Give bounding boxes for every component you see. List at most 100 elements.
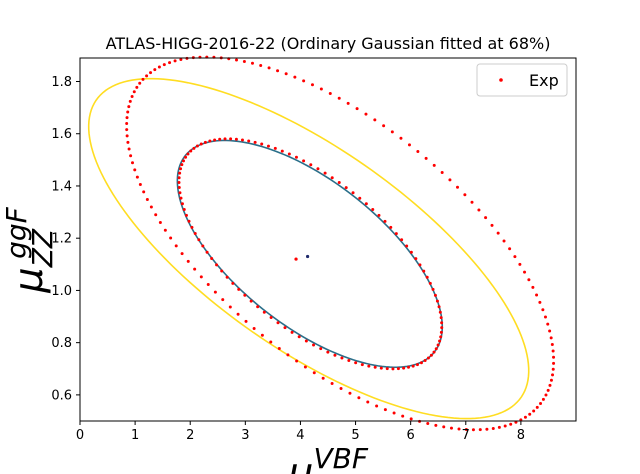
exp-point xyxy=(416,150,420,154)
exp-point xyxy=(302,159,306,163)
legend-marker-exp xyxy=(499,78,503,82)
exp-point xyxy=(543,315,547,319)
exp-point xyxy=(302,79,306,83)
exp-point xyxy=(551,367,555,371)
exp-point xyxy=(180,252,184,256)
exp-point xyxy=(333,353,337,357)
exp-point xyxy=(440,321,444,325)
exp-point xyxy=(419,361,423,365)
exp-point xyxy=(364,112,368,116)
exp-point xyxy=(187,219,191,223)
exp-point xyxy=(394,232,398,236)
exp-point xyxy=(373,365,377,369)
exp-point xyxy=(145,74,149,78)
fitted-center-point xyxy=(306,254,310,259)
x-tick-label: 5 xyxy=(351,428,359,443)
legend-label-exp: Exp xyxy=(529,71,559,90)
exp-point xyxy=(287,152,291,156)
exp-point xyxy=(280,149,284,153)
exp-point xyxy=(503,424,507,428)
exp-point xyxy=(190,225,194,229)
exp-point xyxy=(247,139,251,143)
exp-point xyxy=(269,316,273,320)
exp-point xyxy=(259,63,263,67)
exp-point xyxy=(240,138,244,142)
exp-point xyxy=(180,163,184,167)
x-tick-label: 4 xyxy=(296,428,304,443)
exp-point xyxy=(426,356,430,360)
exp-point xyxy=(407,365,411,369)
exp-point xyxy=(449,426,453,430)
exp-point xyxy=(409,417,413,421)
exp-point xyxy=(184,155,188,159)
x-tick-label: 3 xyxy=(241,428,249,443)
exp-point xyxy=(128,99,132,103)
exp-point xyxy=(256,305,260,309)
exp-point xyxy=(237,287,241,291)
exp-point xyxy=(541,397,545,401)
exp-point xyxy=(201,244,205,248)
exp-point xyxy=(509,422,513,426)
exp-point xyxy=(477,208,481,212)
exp-point xyxy=(425,275,429,279)
exp-point xyxy=(316,167,320,171)
exp-point xyxy=(205,250,209,254)
exp-point xyxy=(235,58,238,62)
exp-point xyxy=(337,96,341,100)
exp-point xyxy=(396,367,400,371)
exp-point xyxy=(138,81,142,85)
exp-point xyxy=(133,168,137,172)
exp-point xyxy=(438,339,442,343)
exp-point xyxy=(309,163,313,167)
exp-point xyxy=(340,356,344,360)
exp-point xyxy=(125,134,129,138)
exp-point xyxy=(434,423,438,427)
exp-point xyxy=(405,244,409,248)
exp-point xyxy=(125,122,129,126)
exp-point xyxy=(433,293,437,297)
exp-point xyxy=(221,298,225,302)
exp-point xyxy=(485,427,489,431)
exp-point xyxy=(127,105,131,109)
exp-point xyxy=(253,140,257,144)
exp-point xyxy=(192,146,196,150)
exp-point xyxy=(293,75,297,79)
ellipse-layer xyxy=(87,77,530,420)
exp-point xyxy=(400,238,404,242)
exp-point xyxy=(141,77,145,81)
exp-point xyxy=(208,139,212,143)
exp-point xyxy=(294,155,298,159)
exp-point xyxy=(383,219,387,223)
exp-point xyxy=(508,247,512,251)
exp-point xyxy=(310,83,314,87)
exp-point xyxy=(348,391,352,395)
exp-point xyxy=(448,178,452,182)
exp-point xyxy=(464,428,468,432)
exp-point xyxy=(383,408,387,412)
exp-point xyxy=(435,299,439,303)
exp-point xyxy=(377,213,381,217)
exp-point xyxy=(549,378,553,382)
exp-point xyxy=(470,200,474,204)
exp-point xyxy=(439,330,443,334)
exp-point xyxy=(552,355,556,359)
exp-point xyxy=(382,124,386,128)
exp-point xyxy=(229,137,233,141)
y-axis-label: μZZggF xyxy=(0,206,59,293)
exp-point xyxy=(135,175,139,179)
exp-point xyxy=(523,270,527,274)
exp-point xyxy=(179,57,183,61)
x-tick-label: 2 xyxy=(186,428,194,443)
exp-point xyxy=(312,343,316,347)
exp-point xyxy=(440,326,444,330)
exp-point xyxy=(142,190,146,194)
exp-point xyxy=(415,363,419,367)
chart-title: ATLAS-HIGG-2016-22 (Ordinary Gaussian fi… xyxy=(106,34,551,53)
plot-frame xyxy=(79,57,577,422)
y-tick-label: 0.8 xyxy=(51,336,72,351)
exp-point xyxy=(528,412,532,416)
exp-point xyxy=(354,361,358,365)
exp-point xyxy=(358,196,362,200)
fitted-ellipse-inner xyxy=(176,139,444,369)
